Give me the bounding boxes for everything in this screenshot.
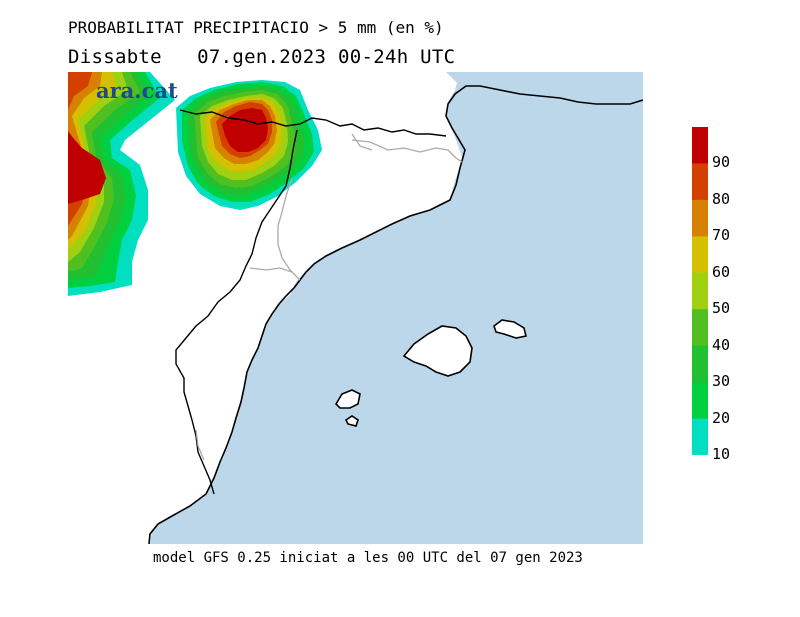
legend-swatch xyxy=(692,127,708,164)
legend-swatch xyxy=(692,272,708,310)
island-eivissa xyxy=(334,389,361,409)
coastline xyxy=(148,85,643,544)
legend-swatch xyxy=(692,199,708,237)
legend-tick-label: 50 xyxy=(712,299,731,317)
legend-swatch xyxy=(692,382,708,420)
legend-tick-label: 60 xyxy=(712,262,731,281)
border-pyrenees xyxy=(179,109,447,137)
legend-swatch xyxy=(692,236,708,274)
legend-swatch xyxy=(692,418,708,455)
map-title: PROBABILITAT PRECIPITACIO > 5 mm (en %) xyxy=(68,18,444,37)
precip-zone-west xyxy=(68,72,175,296)
map-subtitle: Dissabte 07.gen.2023 00-24h UTC xyxy=(68,46,456,68)
island-mallorca xyxy=(402,325,473,377)
legend-swatch xyxy=(692,309,708,347)
legend-tick-label: 90 xyxy=(712,153,731,171)
legend-tick-label: 80 xyxy=(712,189,731,208)
legend-swatch xyxy=(692,163,708,201)
precip-legend-colorbar xyxy=(692,127,708,455)
aracat-logo: ara.cat xyxy=(96,78,178,103)
model-caption: model GFS 0.25 iniciat a les 00 UTC del … xyxy=(153,550,583,566)
regional-borders xyxy=(195,133,463,461)
legend-tick-label: 10 xyxy=(712,445,731,463)
legend-swatch xyxy=(692,345,708,383)
legend-tick-label: 30 xyxy=(712,372,731,390)
border-west xyxy=(175,129,298,495)
island-menorca xyxy=(493,319,527,339)
island-formentera xyxy=(344,415,359,427)
legend-tick-label: 20 xyxy=(712,408,731,427)
legend-tick-label: 70 xyxy=(712,226,731,244)
legend-tick-label: 40 xyxy=(712,335,731,354)
